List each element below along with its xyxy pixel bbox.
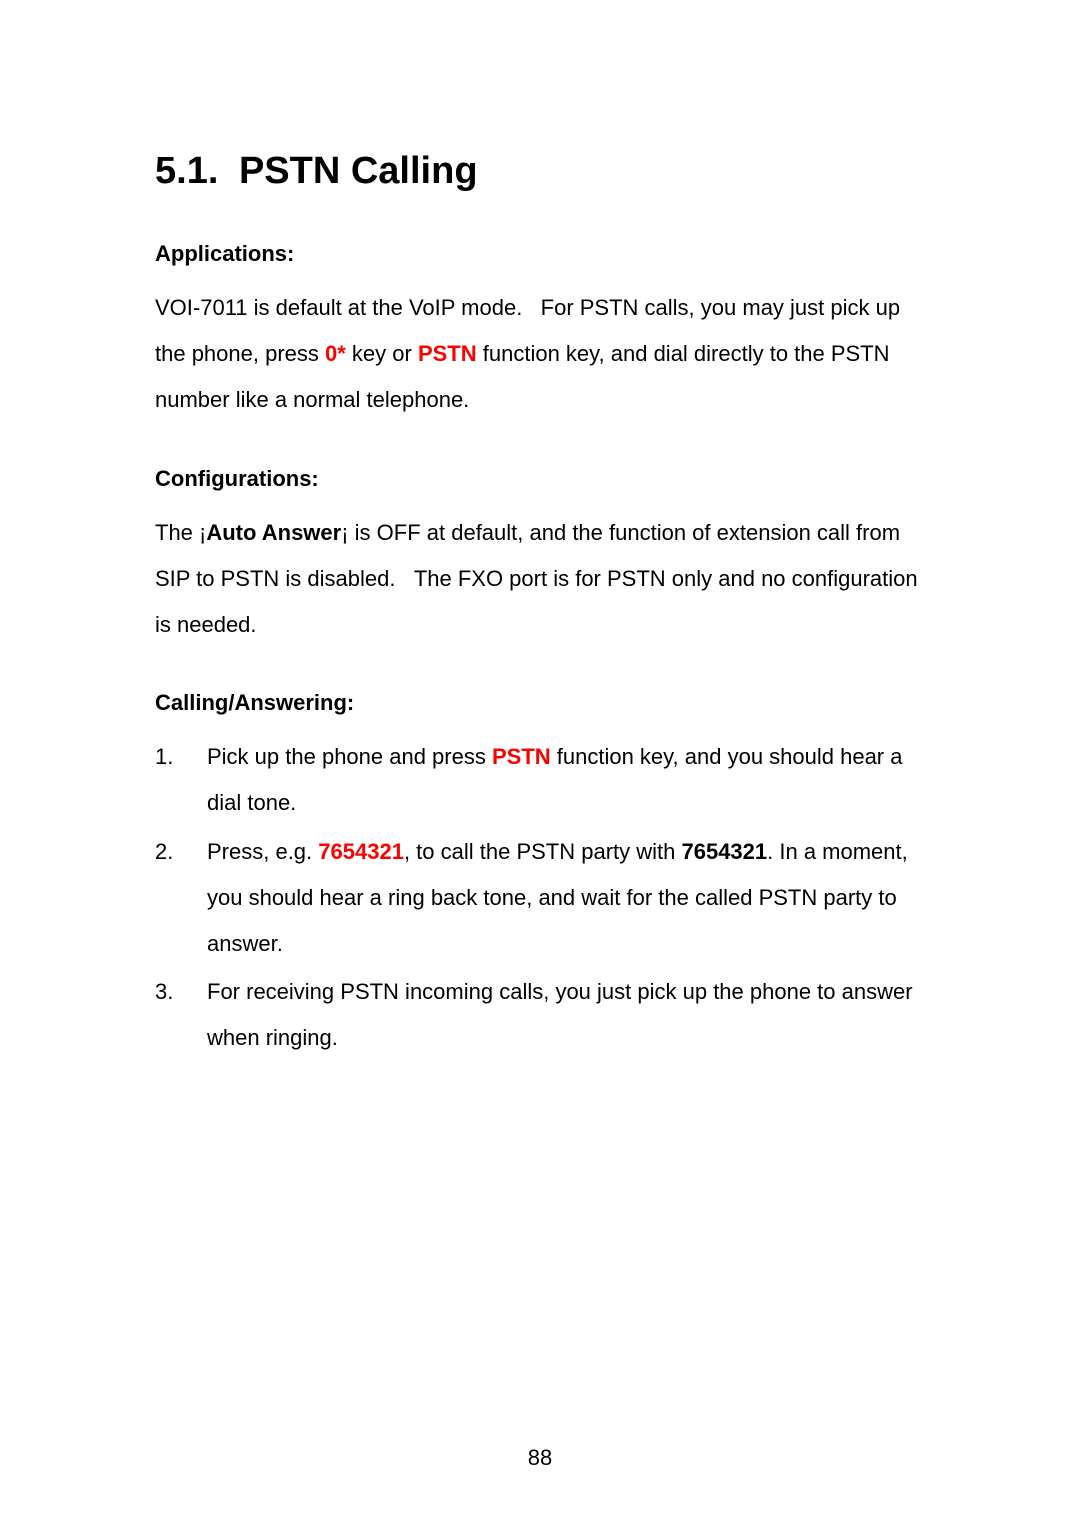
text-part: key or — [346, 341, 418, 366]
list-item: Pick up the phone and press PSTN functio… — [155, 734, 930, 826]
key-highlight: 7654321 — [318, 839, 404, 864]
configurations-heading: Configurations: — [155, 466, 930, 492]
key-highlight: PSTN — [418, 341, 477, 366]
text-part: Pick up the phone and press — [207, 744, 492, 769]
text-part: For receiving PSTN incoming calls, you j… — [207, 979, 913, 1050]
applications-body: VOI-7011 is default at the VoIP mode. Fo… — [155, 285, 930, 424]
text-part: Press, e.g. — [207, 839, 318, 864]
applications-heading: Applications: — [155, 241, 930, 267]
section-title: 5.1. PSTN Calling — [155, 150, 930, 193]
bold-text: 7654321 — [681, 839, 767, 864]
text-part: The ¡ — [155, 520, 206, 545]
calling-list: Pick up the phone and press PSTN functio… — [155, 734, 930, 1061]
list-item: For receiving PSTN incoming calls, you j… — [155, 969, 930, 1061]
configurations-body: The ¡Auto Answer¡ is OFF at default, and… — [155, 510, 930, 649]
bold-text: Auto Answer — [206, 520, 341, 545]
calling-heading: Calling/Answering: — [155, 690, 930, 716]
calling-section: Calling/Answering: Pick up the phone and… — [155, 690, 930, 1061]
section-number: 5.1. — [155, 150, 218, 192]
section-title-text: PSTN Calling — [239, 150, 478, 192]
text-part: , to call the PSTN party with — [404, 839, 682, 864]
page-number: 88 — [528, 1445, 552, 1471]
configurations-section: Configurations: The ¡Auto Answer¡ is OFF… — [155, 466, 930, 649]
key-highlight: 0* — [325, 341, 346, 366]
list-item: Press, e.g. 7654321, to call the PSTN pa… — [155, 829, 930, 968]
applications-section: Applications: VOI-7011 is default at the… — [155, 241, 930, 424]
key-highlight: PSTN — [492, 744, 551, 769]
